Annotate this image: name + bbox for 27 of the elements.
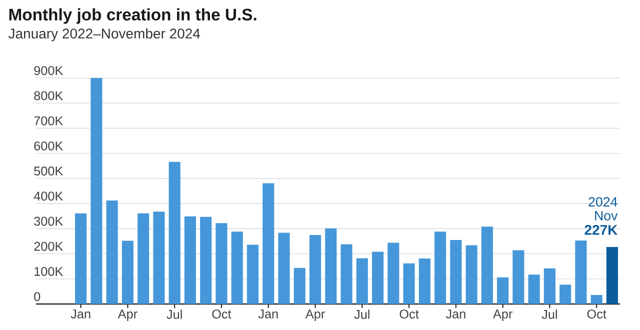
x-tick-label: Oct <box>212 310 232 319</box>
y-tick-label: 700K <box>34 116 64 126</box>
y-tick-label: 400K <box>34 192 64 201</box>
y-tick-label: 800K <box>34 91 64 100</box>
x-tick-label: Apr <box>118 310 138 321</box>
y-tick-label: 300K <box>34 216 64 226</box>
y-tick-label: 0 <box>34 292 40 302</box>
y-tick-label: 100K <box>34 266 64 276</box>
x-tick-label: Oct <box>400 310 419 319</box>
data-label: 227K <box>584 224 618 235</box>
x-tick-label: Jul <box>166 310 182 319</box>
x-tick-label: Oct <box>587 310 606 319</box>
chart-subtitle: January 2022–November 2024 <box>8 28 200 42</box>
x-tick-label: Jan <box>258 310 278 318</box>
y-tick-label: 200K <box>34 242 64 251</box>
x-tick-label: Jan <box>446 310 466 318</box>
annotation: 2024 <box>588 197 618 207</box>
x-tick-label: Jul <box>354 310 370 319</box>
annotation: Nov <box>595 211 618 220</box>
x-tick-label: Apr <box>492 310 512 321</box>
chart-title: Monthly job creation in the U.S. <box>9 8 256 24</box>
x-tick-label: Apr <box>305 310 325 321</box>
x-tick-label: Jul <box>542 310 557 319</box>
y-tick-label: 500K <box>34 166 64 176</box>
y-tick-label: 600K <box>34 141 64 150</box>
y-tick-label: 900K <box>34 66 64 76</box>
x-tick-label: Jan <box>70 310 90 318</box>
